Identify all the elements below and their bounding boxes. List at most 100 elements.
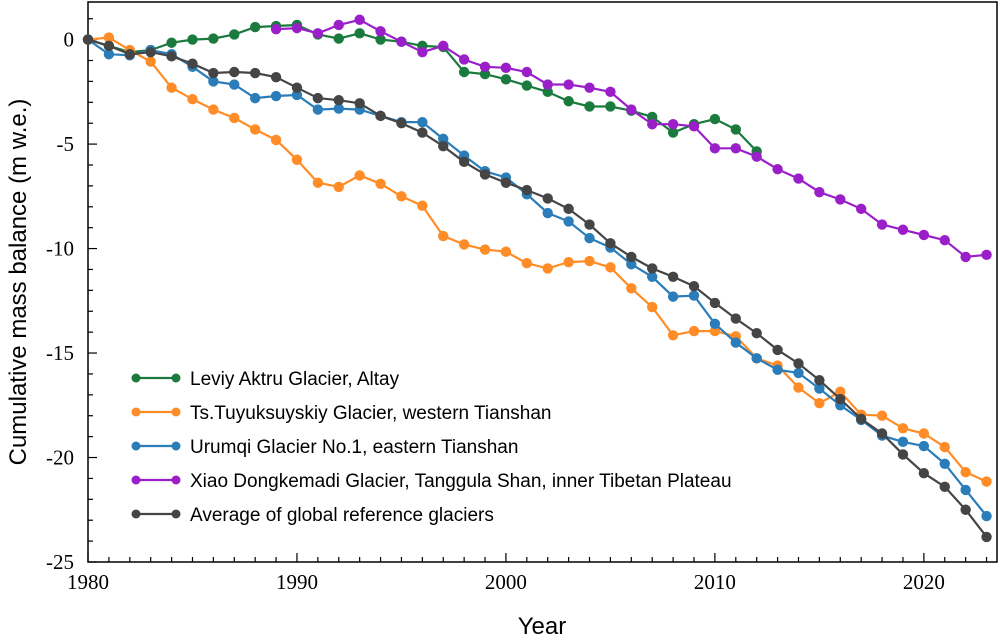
data-point — [814, 397, 825, 409]
data-point — [291, 89, 303, 101]
data-point — [709, 297, 721, 309]
data-point — [396, 191, 407, 202]
data-point — [312, 92, 324, 104]
data-point — [375, 110, 386, 122]
data-point — [814, 375, 825, 386]
data-point — [333, 181, 344, 193]
data-point — [124, 49, 135, 60]
data-point — [375, 178, 386, 189]
data-point — [751, 327, 762, 339]
data-point — [667, 291, 679, 302]
data-point — [647, 271, 658, 282]
data-point — [960, 484, 971, 496]
data-point — [584, 255, 595, 267]
y-tick-label: -10 — [46, 237, 74, 261]
data-point — [918, 440, 930, 452]
data-point — [396, 117, 407, 129]
data-point — [584, 232, 595, 244]
data-point — [479, 68, 491, 80]
x-axis: 1980 1990 2000 2010 2020 — [67, 553, 988, 594]
data-point — [667, 271, 679, 282]
data-point — [270, 23, 282, 35]
data-point — [417, 46, 428, 58]
data-point — [312, 28, 324, 39]
data-point — [249, 21, 261, 33]
data-point — [145, 56, 156, 67]
data-point — [688, 325, 700, 337]
data-point — [626, 251, 637, 263]
data-point — [312, 177, 324, 188]
data-point — [667, 119, 679, 130]
x-tick-label: 1990 — [276, 570, 318, 594]
data-point — [166, 82, 177, 93]
data-point — [521, 80, 533, 91]
data-point — [730, 313, 741, 324]
data-point — [438, 230, 449, 242]
data-point — [835, 393, 846, 405]
data-point — [103, 32, 115, 43]
data-point — [793, 358, 804, 369]
data-point — [187, 93, 198, 105]
series-5 — [82, 34, 992, 543]
x-tick-label: 1980 — [67, 570, 109, 594]
data-point — [981, 249, 992, 261]
data-point — [500, 246, 512, 257]
data-point — [103, 49, 115, 60]
data-point — [876, 219, 888, 230]
data-point — [918, 428, 930, 439]
data-point — [521, 66, 533, 78]
data-point — [166, 37, 177, 48]
legend-item-3: Urumqi Glacier No.1, eastern Tianshan — [131, 437, 518, 458]
data-point — [354, 98, 365, 109]
data-point — [229, 66, 240, 78]
data-point — [981, 510, 992, 522]
data-point — [835, 194, 846, 205]
data-point — [835, 386, 846, 397]
data-point — [438, 133, 449, 145]
y-tick-label: 0 — [64, 28, 75, 52]
data-point — [793, 382, 804, 393]
data-point — [876, 410, 888, 421]
data-point — [521, 184, 533, 196]
data-point — [605, 86, 616, 98]
data-point — [82, 34, 94, 45]
data-point — [855, 413, 867, 425]
legend-swatch-marker — [131, 509, 141, 519]
legend-label: Leviy Aktru Glacier, Altay — [190, 369, 400, 390]
y-axis: 0 -5 -10 -15 -20 -25 — [46, 18, 97, 574]
data-point — [145, 46, 156, 58]
data-point — [270, 90, 282, 102]
data-point — [772, 364, 783, 375]
legend-item-4: Xiao Dongkemadi Glacier, Tanggula Shan, … — [131, 471, 732, 492]
data-point — [897, 449, 909, 460]
data-point — [667, 127, 679, 138]
legend-item-1: Leviy Aktru Glacier, Altay — [131, 369, 400, 390]
data-point — [542, 86, 553, 98]
data-point — [229, 29, 240, 40]
data-point — [918, 467, 930, 479]
data-point — [291, 22, 303, 34]
legend-swatch-marker — [171, 475, 181, 485]
data-point — [647, 263, 658, 274]
data-point — [354, 28, 365, 39]
data-point — [354, 170, 365, 181]
data-point — [855, 203, 867, 215]
data-point — [312, 104, 324, 115]
data-point — [500, 177, 512, 188]
x-tick-label: 2020 — [903, 570, 945, 594]
data-point — [897, 436, 909, 448]
data-point — [709, 325, 721, 337]
series-4 — [270, 14, 992, 263]
data-point — [876, 428, 888, 439]
data-point — [772, 344, 783, 356]
data-point — [939, 458, 950, 469]
data-point — [542, 207, 553, 219]
data-point — [688, 280, 700, 292]
data-point — [438, 140, 449, 152]
series-2 — [82, 32, 992, 487]
y-tick-label: -15 — [46, 341, 74, 365]
legend-item-2: Ts.Tuyuksuyskiy Glacier, western Tiansha… — [131, 403, 552, 424]
data-point — [396, 36, 407, 47]
data-point — [333, 95, 344, 106]
data-point — [375, 34, 386, 45]
